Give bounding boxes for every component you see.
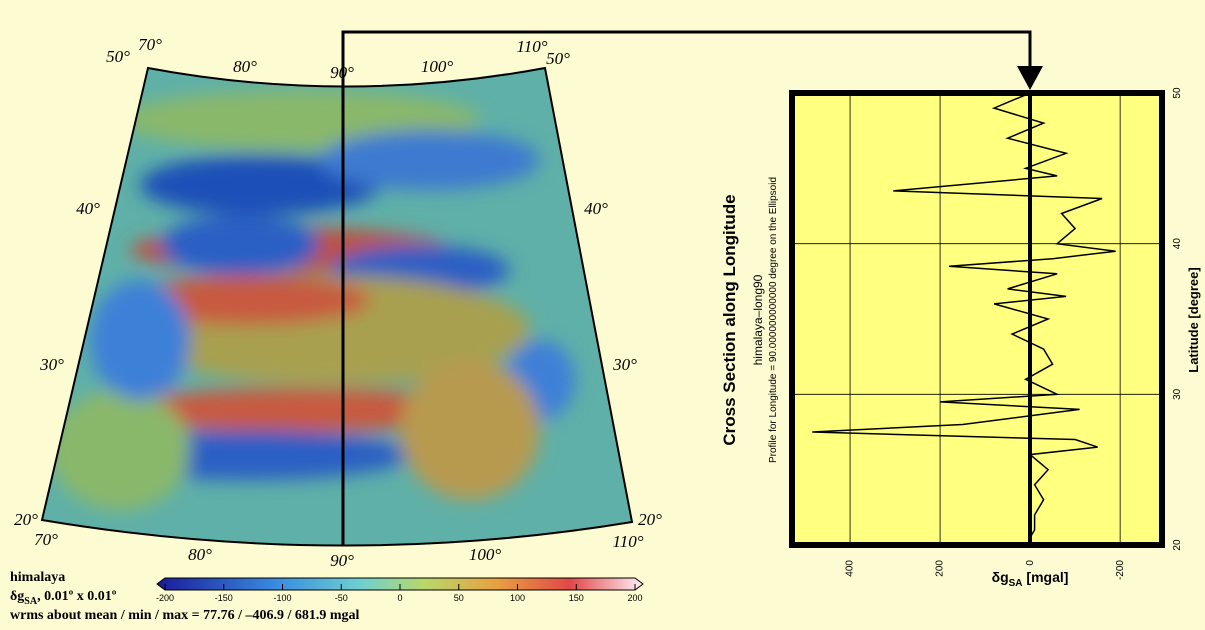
map-label: 50° [106, 47, 130, 66]
res-main: δg [10, 589, 24, 604]
page: body { margin: 0; background: #fdfbd2; f… [0, 0, 1205, 630]
map-label: 70° [138, 35, 162, 54]
y-axis-label: δgSA [mgal] [992, 569, 1069, 589]
subtitle: Profile for Longitude = 90.000000000000 … [768, 177, 779, 463]
colorbar-tick-label: -200 [156, 593, 174, 603]
latitude-tick-label: 30 [1172, 388, 1183, 400]
res-rest: , 0.01º x 0.01º [37, 589, 117, 604]
latitude-tick-label: 40 [1172, 238, 1183, 250]
map-label: 110° [612, 532, 643, 551]
map-label: 110° [516, 37, 547, 56]
map-label: 20° [638, 510, 662, 529]
ylabel-sub: SA [1009, 578, 1023, 589]
value-tick-label: 400 [845, 560, 856, 577]
map-label: 20° [14, 510, 38, 529]
colorbar-tick-label: -150 [215, 593, 233, 603]
colorbar-tick-label: 150 [569, 593, 584, 603]
colorbar-tick-label: -100 [273, 593, 291, 603]
map-label: 100° [421, 57, 454, 76]
colorbar-tick-label: 100 [510, 593, 525, 603]
value-tick-label: -200 [1115, 560, 1126, 580]
map-label: 80° [233, 57, 257, 76]
map-label: 30° [612, 355, 637, 374]
res-sub: SA [24, 596, 38, 607]
map-label: 30° [39, 355, 64, 374]
figure: himalaya δgSA, 0.01º x 0.01º wrms about … [0, 0, 1205, 630]
ylabel-main: δg [992, 569, 1009, 585]
chart-title: Cross Section along Longitude [720, 194, 739, 445]
caption-res: δgSA, 0.01º x 0.01º [10, 589, 117, 607]
ylabel-rest: [mgal] [1023, 569, 1069, 585]
map-label: 100° [469, 545, 502, 564]
plot-area [792, 93, 1162, 545]
colorbar-tick-label: 0 [397, 593, 402, 603]
map-label: 90° [330, 551, 354, 570]
latitude-tick-label: 50 [1172, 87, 1183, 99]
map-label: 80° [188, 545, 212, 564]
colorbar-tick-label: 200 [627, 593, 642, 603]
x-axis-label: Latitude [degree] [1186, 267, 1201, 372]
subtitle: himalaya–long90 [751, 274, 765, 365]
colorbar-tick-label: 50 [454, 593, 464, 603]
map-label: 70° [34, 530, 58, 549]
latitude-tick-label: 20 [1172, 539, 1183, 551]
map-label: 90° [330, 63, 354, 82]
map-label: 50° [546, 49, 570, 68]
caption-stats: wrms about mean / min / max = 77.76 / –4… [10, 608, 360, 623]
arrow-head [1017, 66, 1043, 90]
value-tick-label: 0 [1025, 560, 1036, 566]
map-label: 40° [76, 199, 100, 218]
body: {"map": { "labels": ["70°","50°","80°","… [0, 0, 1205, 630]
map-label: 40° [584, 199, 608, 218]
value-tick-label: 200 [935, 560, 946, 577]
colorbar-tick-label: -50 [335, 593, 348, 603]
caption-name: himalaya [10, 570, 65, 585]
